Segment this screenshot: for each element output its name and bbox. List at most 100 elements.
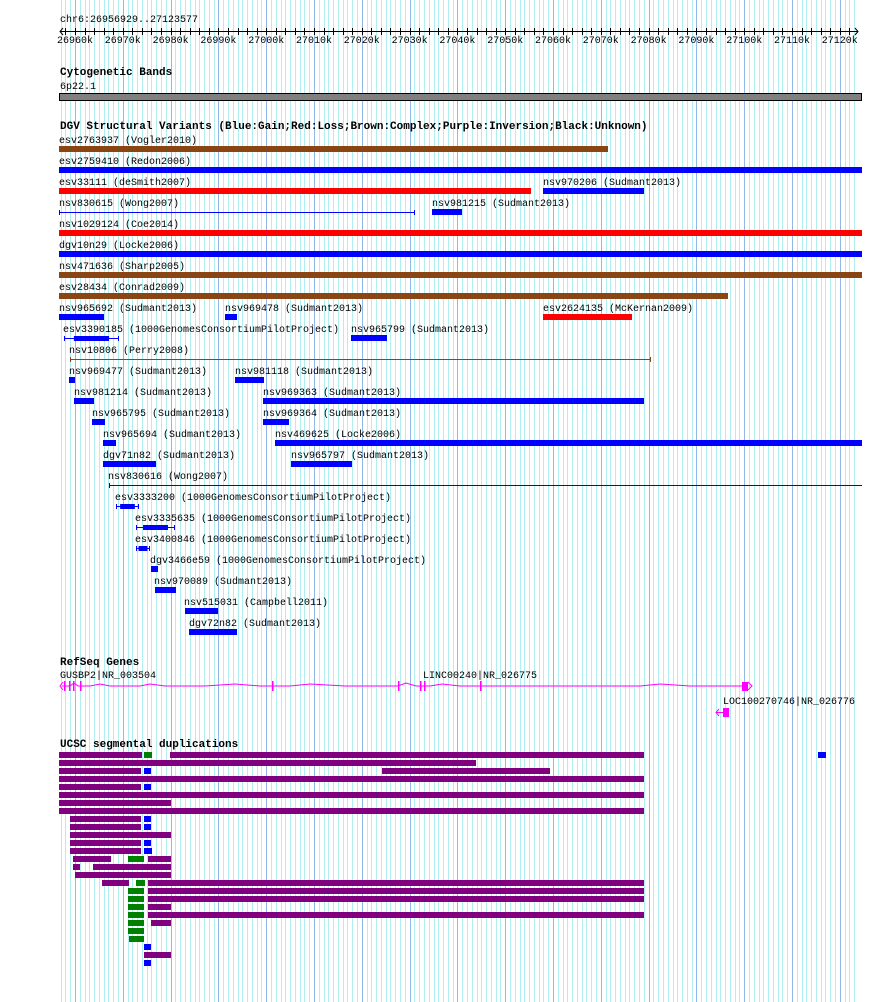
segdup-feature[interactable] [128, 896, 144, 902]
dgv-variant-label: nsv965795 (Sudmant2013) [92, 408, 230, 420]
ruler-tick-label: 27070k [583, 35, 619, 47]
segdup-feature[interactable] [59, 760, 476, 766]
dgv-variant-bar[interactable] [92, 419, 105, 425]
gene-gusbp2-intron-line[interactable] [62, 682, 742, 687]
dgv-variant-label: esv2624135 (McKernan2009) [543, 303, 693, 315]
segdup-feature[interactable] [70, 848, 141, 854]
segdup-feature[interactable] [59, 752, 142, 758]
dgv-variant-bar[interactable] [69, 377, 75, 383]
segdup-feature[interactable] [59, 808, 644, 814]
segdup-feature[interactable] [144, 768, 151, 774]
gene-label: LOC100270746|NR_026776 [723, 696, 855, 708]
dgv-variant-bar[interactable] [59, 188, 531, 194]
dgv-variant-bar[interactable] [103, 440, 116, 446]
segdup-feature[interactable] [59, 792, 644, 798]
dgv-variant-bar[interactable] [185, 608, 218, 614]
segdup-feature[interactable] [128, 912, 144, 918]
segdup-feature[interactable] [93, 864, 171, 870]
segdup-feature[interactable] [73, 856, 111, 862]
dgv-variant-bar[interactable] [351, 335, 387, 341]
segdup-feature[interactable] [818, 752, 826, 758]
segdup-feature[interactable] [144, 752, 152, 758]
dgv-variant-label: dgv10n29 (Locke2006) [59, 240, 179, 252]
segdup-feature[interactable] [144, 952, 171, 958]
segdup-feature[interactable] [129, 936, 144, 942]
dgv-variant-label: nsv965799 (Sudmant2013) [351, 324, 489, 336]
segdup-feature[interactable] [59, 768, 141, 774]
dgv-variant-bar[interactable] [59, 230, 862, 236]
segdup-feature[interactable] [102, 880, 129, 886]
segdup-feature[interactable] [144, 960, 151, 966]
segdup-feature[interactable] [144, 848, 152, 854]
segdup-feature[interactable] [128, 856, 144, 862]
segdup-feature[interactable] [148, 856, 171, 862]
cytoband-track-title: Cytogenetic Bands [60, 67, 172, 79]
segdup-feature[interactable] [148, 904, 171, 910]
dgv-variant-bar[interactable] [263, 398, 644, 404]
cytoband-6p22-1[interactable] [59, 93, 862, 101]
segdup-feature[interactable] [144, 784, 151, 790]
segdup-feature[interactable] [70, 824, 141, 830]
segdup-feature[interactable] [144, 824, 151, 830]
dgv-variant-bar[interactable] [59, 146, 608, 152]
cytoband-label: 6p22.1 [60, 82, 96, 93]
dgv-variant-bar[interactable] [543, 314, 632, 320]
ruler-tick-label: 27010k [296, 35, 332, 47]
segdup-feature[interactable] [59, 776, 644, 782]
segdup-feature[interactable] [128, 920, 144, 926]
dgv-variant-bar[interactable] [225, 314, 237, 320]
ruler-arrows-icon [59, 27, 859, 36]
dgv-variant-bar[interactable] [59, 251, 862, 257]
dgv-variant-bar[interactable] [138, 546, 148, 551]
gene-exon [69, 681, 71, 691]
dgv-variant-label: dgv71n82 (Sudmant2013) [103, 450, 235, 462]
segdup-feature[interactable] [148, 912, 644, 918]
dgv-variant-bar[interactable] [59, 272, 862, 278]
dgv-variant-label: esv3400846 (1000GenomesConsortiumPilotPr… [135, 534, 411, 546]
segdup-feature[interactable] [148, 880, 644, 886]
segdup-feature[interactable] [128, 928, 144, 934]
dgv-variant-bar[interactable] [120, 504, 135, 509]
ruler-tick-label: 27030k [392, 35, 428, 47]
dgv-variant-bar[interactable] [543, 188, 644, 194]
segdup-feature[interactable] [128, 888, 144, 894]
dgv-variant-bar[interactable] [74, 398, 94, 404]
segdup-feature[interactable] [148, 896, 644, 902]
dgv-variant-label: nsv969477 (Sudmant2013) [69, 366, 207, 378]
dgv-variant-bar[interactable] [151, 566, 158, 572]
gene-exon [398, 681, 400, 691]
dgv-variant-bar[interactable] [59, 293, 728, 299]
segdup-feature[interactable] [148, 888, 644, 894]
dgv-variant-bar[interactable] [143, 525, 168, 530]
dgv-variant-label: nsv970206 (Sudmant2013) [543, 177, 681, 189]
ruler-tick-label: 27090k [678, 35, 714, 47]
segdup-feature[interactable] [59, 800, 171, 806]
dgv-variant-bar[interactable] [103, 461, 156, 467]
gene-label: GUSBP2|NR_003504 [60, 670, 156, 682]
segdup-feature[interactable] [136, 880, 145, 886]
dgv-variant-bar[interactable] [432, 209, 462, 215]
segdup-feature[interactable] [144, 816, 151, 822]
dgv-variant-bar[interactable] [263, 419, 289, 425]
segdup-feature[interactable] [59, 784, 141, 790]
segdup-feature[interactable] [128, 904, 144, 910]
dgv-variant-bar[interactable] [189, 629, 237, 635]
dgv-variant-bar[interactable] [291, 461, 352, 467]
segdup-feature[interactable] [73, 864, 80, 870]
segdup-feature[interactable] [144, 840, 151, 846]
segdup-feature[interactable] [382, 768, 550, 774]
ruler-tick-label: 26970k [105, 35, 141, 47]
segdup-feature[interactable] [70, 840, 141, 846]
segdup-feature[interactable] [151, 920, 171, 926]
dgv-variant-bar[interactable] [155, 587, 176, 593]
dgv-variant-bar[interactable] [73, 336, 110, 341]
segdup-feature[interactable] [144, 944, 151, 950]
segdup-feature[interactable] [70, 816, 141, 822]
segdup-feature[interactable] [75, 872, 171, 878]
segdup-feature[interactable] [70, 832, 171, 838]
dgv-variant-bar[interactable] [59, 167, 862, 173]
dgv-variant-bar[interactable] [59, 314, 104, 320]
dgv-variant-bar[interactable] [235, 377, 264, 383]
dgv-variant-bar[interactable] [275, 440, 862, 446]
segdup-feature[interactable] [170, 752, 644, 758]
